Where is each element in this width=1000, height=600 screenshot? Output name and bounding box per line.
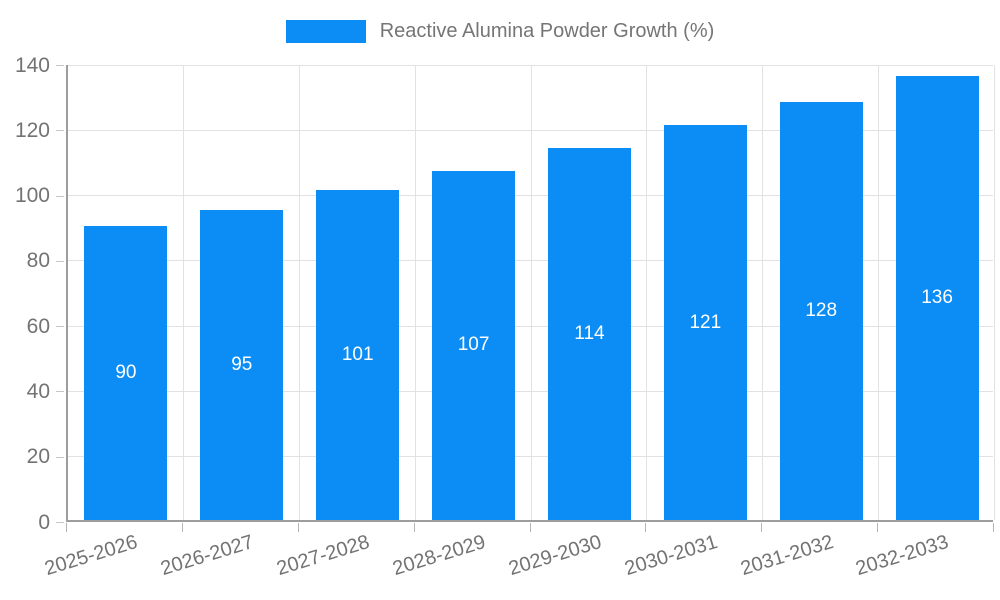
x-gridline-4: [530, 65, 532, 520]
x-gridline-1: [182, 65, 184, 520]
x-gridline-7: [878, 65, 880, 520]
y-tick-140: [56, 65, 64, 66]
y-axis-label-100: 100: [14, 184, 50, 208]
x-tick-4: [529, 523, 531, 532]
chart-legend[interactable]: Reactive Alumina Powder Growth (%): [0, 20, 1000, 43]
x-gridline-5: [646, 65, 648, 520]
x-tick-5: [645, 523, 647, 532]
y-tick-40: [56, 391, 64, 393]
bar-2029-2030[interactable]: 114: [547, 147, 631, 520]
y-axis-label-60: 60: [26, 314, 50, 338]
x-axis-label-2025-2026: 2025-2026: [42, 531, 141, 581]
y-axis-label-40: 40: [26, 379, 50, 403]
bar-value-label: 90: [115, 362, 137, 384]
y-axis-label-140: 140: [14, 53, 50, 77]
bar-value-label: 114: [574, 322, 605, 344]
y-tick-0: [56, 522, 64, 523]
x-axis-label-2029-2030: 2029-2030: [505, 531, 604, 581]
x-gridline-2: [298, 65, 300, 520]
bar-value-label: 136: [921, 287, 953, 309]
y-tick-20: [56, 456, 64, 458]
x-tick-1: [181, 523, 183, 532]
bar-value-label: 101: [341, 344, 374, 366]
y-tick-80: [56, 260, 64, 262]
x-axis-label-2026-2027: 2026-2027: [158, 531, 257, 581]
bar-2031-2032[interactable]: 128: [779, 102, 863, 520]
x-axis-label-2030-2031: 2030-2031: [621, 531, 720, 581]
x-tick-0: [66, 523, 67, 532]
y-axis-label-20: 20: [26, 445, 50, 469]
legend-label: Reactive Alumina Powder Growth (%): [379, 20, 715, 42]
y-axis-label-0: 0: [38, 510, 50, 534]
x-gridline-3: [414, 65, 416, 520]
x-axis-label-2027-2028: 2027-2028: [274, 531, 373, 581]
y-tick-120: [56, 130, 64, 132]
bar-2028-2029[interactable]: 107: [432, 170, 516, 520]
x-gridline-8: [994, 65, 995, 520]
x-gridline-6: [762, 65, 764, 520]
bar-value-label: 121: [689, 311, 722, 333]
y-tick-100: [56, 195, 64, 197]
x-tick-8: [993, 523, 994, 532]
bar-2030-2031[interactable]: 121: [663, 125, 747, 520]
y-axis-label-80: 80: [26, 249, 50, 273]
x-axis-label-2031-2032: 2031-2032: [737, 531, 836, 581]
x-axis-label-2032-2033: 2032-2033: [853, 531, 952, 581]
x-tick-6: [761, 523, 763, 532]
x-axis-label-2028-2029: 2028-2029: [390, 531, 488, 581]
plot-area: 90 95 101 107 114 121 128 136: [66, 64, 995, 522]
bar-2027-2028[interactable]: 101: [316, 190, 400, 520]
bar-value-label: 107: [457, 334, 490, 356]
x-tick-2: [297, 523, 299, 532]
x-tick-3: [413, 523, 415, 532]
y-tick-60: [56, 326, 64, 328]
legend-swatch-icon: [285, 20, 366, 43]
bar-value-label: 128: [805, 300, 838, 322]
y-axis-label-120: 120: [14, 118, 50, 142]
bar-2025-2026[interactable]: 90: [84, 226, 168, 520]
bar-2026-2027[interactable]: 95: [200, 209, 284, 520]
x-tick-7: [877, 523, 879, 532]
bar-value-label: 95: [231, 353, 253, 375]
bar-2032-2033[interactable]: 136: [895, 76, 979, 520]
